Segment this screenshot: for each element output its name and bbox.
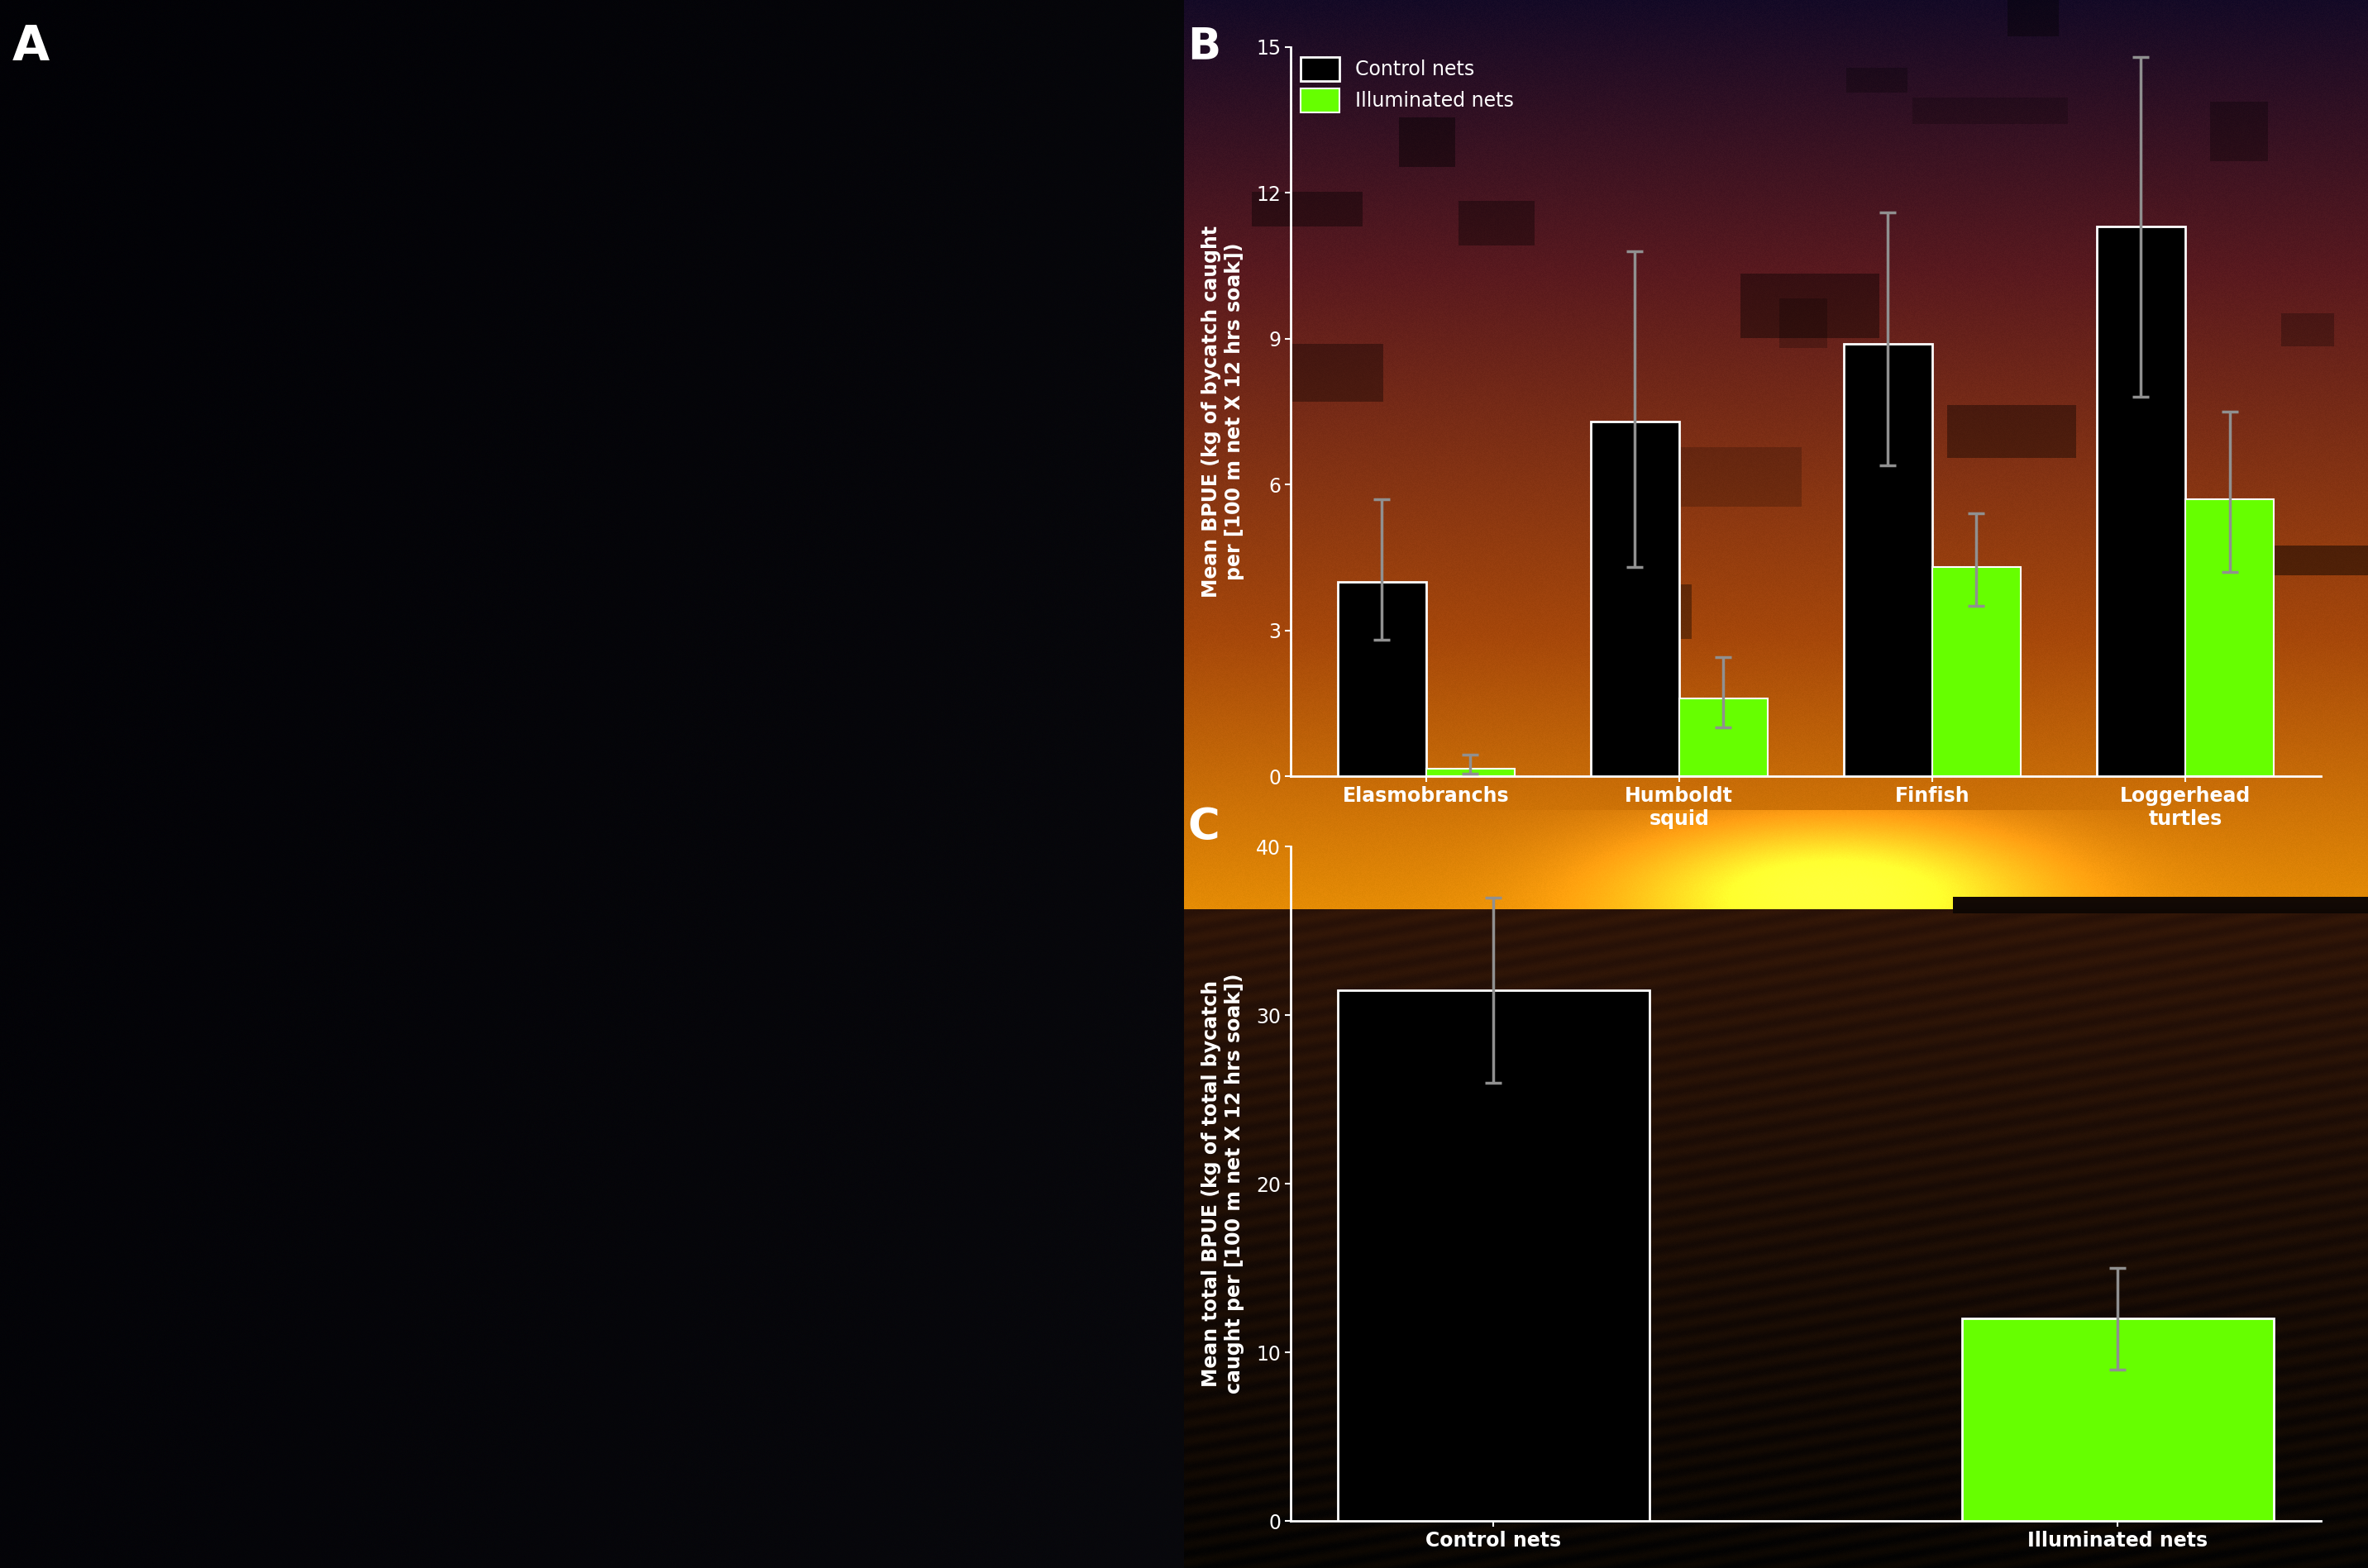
Text: A: A bbox=[12, 24, 50, 71]
Bar bbox=[1426, 768, 1516, 776]
Bar bbox=[1338, 582, 1426, 776]
Y-axis label: Mean BPUE (kg of bycatch caught
per [100 m net X 12 hrs soak]): Mean BPUE (kg of bycatch caught per [100… bbox=[1201, 226, 1246, 597]
Legend: Control nets, Illuminated nets: Control nets, Illuminated nets bbox=[1300, 56, 1513, 113]
Bar bbox=[1961, 1319, 2273, 1521]
Bar bbox=[2096, 227, 2186, 776]
Bar bbox=[1932, 568, 2020, 776]
Bar bbox=[1591, 422, 1679, 776]
Bar bbox=[1679, 698, 1767, 776]
Text: B: B bbox=[1189, 25, 1222, 67]
Bar bbox=[1845, 343, 1932, 776]
Bar bbox=[1338, 989, 1650, 1521]
Bar bbox=[2186, 499, 2273, 776]
Text: C: C bbox=[1189, 806, 1220, 850]
Y-axis label: Mean total BPUE (kg of total bycatch
caught per [100 m net X 12 hrs soak]): Mean total BPUE (kg of total bycatch cau… bbox=[1201, 974, 1246, 1394]
